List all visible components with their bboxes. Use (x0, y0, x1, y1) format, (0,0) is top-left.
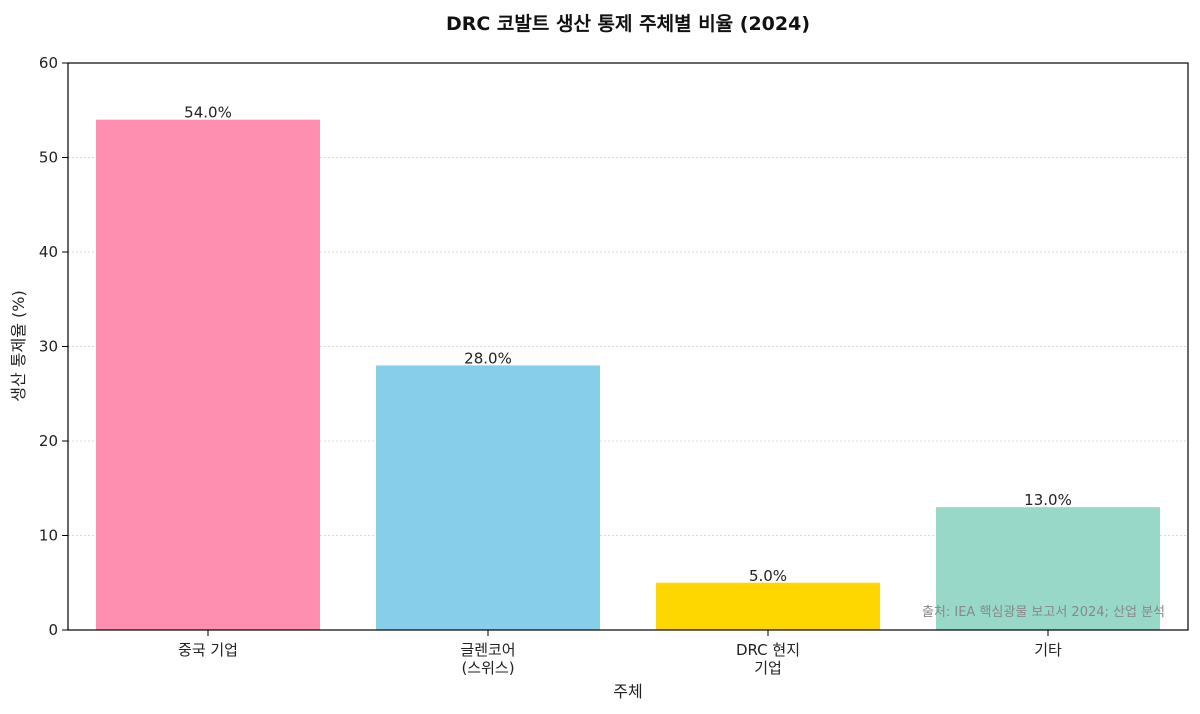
bar (656, 582, 880, 630)
data-label: 28.0% (464, 349, 512, 367)
x-tick-label: 중국 기업 (178, 641, 238, 659)
data-label: 5.0% (749, 567, 787, 585)
data-labels: 54.0% 28.0% 5.0% 13.0% (184, 104, 1072, 585)
y-tick-label: 20 (39, 432, 58, 450)
bar (96, 119, 320, 630)
x-tick-label: 기업 (754, 659, 782, 677)
x-tick-label: 글렌코어 (460, 641, 515, 659)
x-tick-label: 기타 (1034, 641, 1062, 659)
x-axis-title: 주체 (613, 682, 642, 701)
bar (936, 507, 1160, 630)
y-tick-label: 40 (39, 243, 58, 261)
y-axis-ticks: 0 10 20 30 40 50 60 (39, 54, 68, 639)
y-tick-label: 30 (39, 338, 58, 356)
bars (96, 119, 1160, 630)
y-tick-label: 60 (39, 54, 58, 72)
y-tick-label: 0 (48, 621, 58, 639)
chart-title: DRC 코발트 생산 통제 주체별 비율 (2024) (446, 13, 810, 35)
bar (376, 365, 600, 630)
x-tick-label: (스위스) (461, 659, 514, 677)
y-axis-title: 생산 통제율 (%) (9, 290, 28, 401)
y-tick-label: 10 (39, 527, 58, 545)
x-tick-label: DRC 현지 (736, 641, 800, 659)
data-label: 54.0% (184, 104, 232, 122)
data-label: 13.0% (1024, 491, 1072, 509)
y-tick-label: 50 (39, 149, 58, 167)
source-note: 출처: IEA 핵심광물 보고서 2024; 산업 분석 (922, 605, 1165, 620)
